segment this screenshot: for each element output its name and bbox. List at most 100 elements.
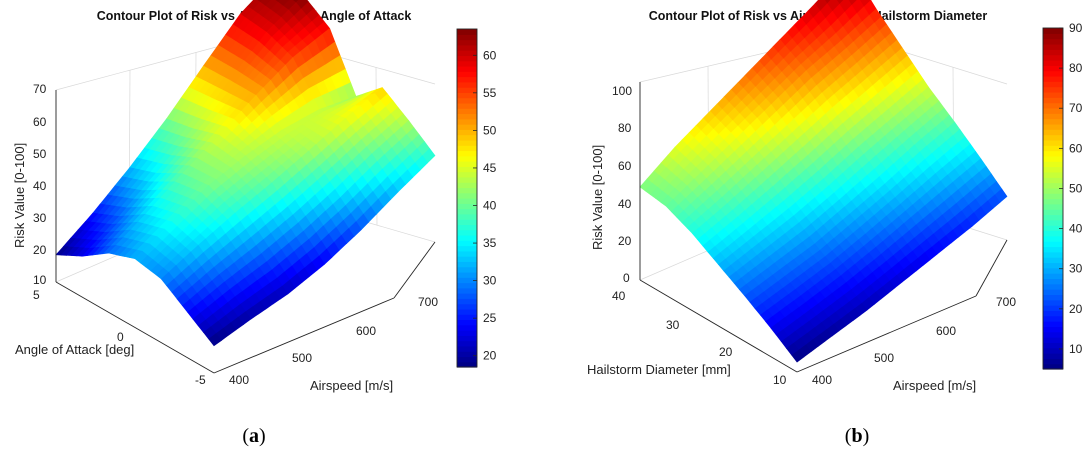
colorbar-swatch bbox=[1043, 177, 1063, 184]
colorbar-swatch bbox=[457, 92, 477, 99]
tick-label: -5 bbox=[195, 373, 206, 387]
chart-a-z-label: Risk Value [0-100] bbox=[12, 143, 27, 248]
chart-b-colorbar: 10 20 30 40 50 60 70 80 90 bbox=[1042, 21, 1083, 370]
colorbar-swatch bbox=[1043, 198, 1063, 205]
colorbar-swatch bbox=[1043, 150, 1063, 157]
colorbar-swatch bbox=[1043, 209, 1063, 216]
surface-patch bbox=[256, 0, 263, 3]
colorbar-swatch bbox=[1043, 134, 1063, 141]
colorbar-swatch bbox=[1043, 145, 1063, 152]
colorbar-tick-label: 45 bbox=[483, 161, 497, 175]
surface-patch bbox=[836, 0, 845, 5]
colorbar-swatch bbox=[457, 76, 477, 83]
colorbar-swatch bbox=[1043, 235, 1063, 242]
colorbar-tick-label: 70 bbox=[1069, 101, 1083, 115]
colorbar-swatch bbox=[1043, 203, 1063, 210]
colorbar-swatch bbox=[1043, 54, 1063, 61]
colorbar-swatch bbox=[457, 303, 477, 310]
colorbar-swatch bbox=[1043, 43, 1063, 50]
tick-label: 30 bbox=[666, 318, 680, 332]
colorbar-swatch bbox=[1043, 294, 1063, 301]
colorbar-swatch bbox=[457, 102, 477, 109]
colorbar-tick-label: 30 bbox=[483, 274, 497, 288]
chart-b-x-ticks: 400 500 600 700 bbox=[812, 295, 1016, 387]
colorbar-swatch bbox=[457, 97, 477, 104]
colorbar-swatch bbox=[1043, 38, 1063, 45]
colorbar-swatch bbox=[1043, 267, 1063, 274]
colorbar-swatch bbox=[1043, 321, 1063, 327]
colorbar-tick-label: 20 bbox=[483, 349, 497, 363]
colorbar-swatch bbox=[1043, 257, 1063, 264]
colorbar-swatch bbox=[457, 234, 477, 241]
colorbar-swatch bbox=[457, 298, 477, 305]
colorbar-tick-label: 50 bbox=[483, 123, 497, 137]
colorbar-swatch bbox=[1043, 299, 1063, 306]
colorbar-tick-label: 60 bbox=[483, 48, 497, 62]
colorbar-swatch bbox=[1043, 353, 1063, 359]
colorbar-swatch bbox=[457, 240, 477, 247]
colorbar-swatch bbox=[1043, 49, 1063, 56]
tick-label: 700 bbox=[996, 295, 1016, 309]
tick-label: 700 bbox=[418, 295, 438, 309]
colorbar-swatch bbox=[457, 330, 477, 336]
colorbar-swatch bbox=[1043, 230, 1063, 237]
chart-a-colorbar: 20 25 30 35 40 45 50 55 60 bbox=[456, 28, 497, 368]
colorbar-swatch bbox=[457, 192, 477, 199]
surface-patch bbox=[824, 0, 832, 5]
colorbar-swatch bbox=[1043, 225, 1063, 232]
colorbar-tick-label: 35 bbox=[483, 236, 497, 250]
tick-label: 10 bbox=[33, 273, 47, 287]
colorbar-swatch bbox=[1043, 358, 1063, 365]
colorbar-tick-label: 60 bbox=[1069, 141, 1083, 155]
colorbar-swatch bbox=[1043, 283, 1063, 290]
colorbar-swatch bbox=[457, 134, 477, 141]
tick-label: 600 bbox=[936, 324, 956, 338]
chart-b-x-label: Airspeed [m/s] bbox=[893, 378, 976, 393]
chart-b-surface bbox=[639, 0, 1008, 363]
colorbar-swatch bbox=[1043, 139, 1063, 146]
colorbar-tick-label: 25 bbox=[483, 311, 497, 325]
colorbar-swatch bbox=[1043, 193, 1063, 200]
colorbar-swatch bbox=[1043, 315, 1063, 322]
colorbar-swatch bbox=[1043, 91, 1063, 98]
colorbar-tick-label: 55 bbox=[483, 86, 497, 100]
colorbar-swatch bbox=[1043, 331, 1063, 338]
colorbar-frame bbox=[456, 28, 478, 368]
colorbar-swatch bbox=[1043, 241, 1063, 248]
colorbar-swatch bbox=[457, 229, 477, 236]
colorbar-swatch bbox=[1043, 305, 1063, 311]
surface-patch bbox=[274, 0, 281, 3]
colorbar-swatch bbox=[457, 39, 477, 46]
colorbar-tick-label: 20 bbox=[1069, 302, 1083, 316]
colorbar-swatch bbox=[457, 118, 477, 125]
tick-label: 40 bbox=[618, 197, 632, 211]
colorbar-swatch bbox=[1043, 102, 1063, 109]
colorbar-swatch bbox=[457, 60, 477, 67]
colorbar-swatch bbox=[457, 261, 477, 268]
colorbar-swatch bbox=[1043, 214, 1063, 221]
tick-label: 0 bbox=[623, 271, 630, 285]
colorbar-swatch bbox=[457, 145, 477, 152]
colorbar-swatch bbox=[457, 319, 477, 326]
tick-label: 60 bbox=[33, 115, 47, 129]
colorbar-swatch bbox=[457, 71, 477, 78]
chart-b-z-label: Risk Value [0-100] bbox=[590, 145, 605, 250]
colorbar-swatch bbox=[457, 176, 477, 183]
tick-label: 10 bbox=[773, 373, 787, 387]
colorbar-swatch bbox=[457, 277, 477, 284]
colorbar-tick-label: 10 bbox=[1069, 342, 1083, 356]
colorbar-tick-label: 30 bbox=[1069, 262, 1083, 276]
colorbar-swatch bbox=[457, 198, 477, 204]
colorbar-swatch bbox=[1043, 33, 1063, 40]
colorbar-tick-label: 40 bbox=[483, 199, 497, 213]
tick-label: 100 bbox=[612, 84, 632, 98]
colorbar-swatch bbox=[457, 182, 477, 189]
colorbar-swatch bbox=[1043, 187, 1063, 194]
chart-a-axes bbox=[55, 90, 436, 374]
tick-label: 80 bbox=[618, 121, 632, 135]
colorbar-swatch bbox=[457, 256, 477, 262]
colorbar-swatch bbox=[1043, 155, 1063, 162]
colorbar-swatch bbox=[457, 293, 477, 299]
colorbar-swatch bbox=[457, 356, 477, 363]
